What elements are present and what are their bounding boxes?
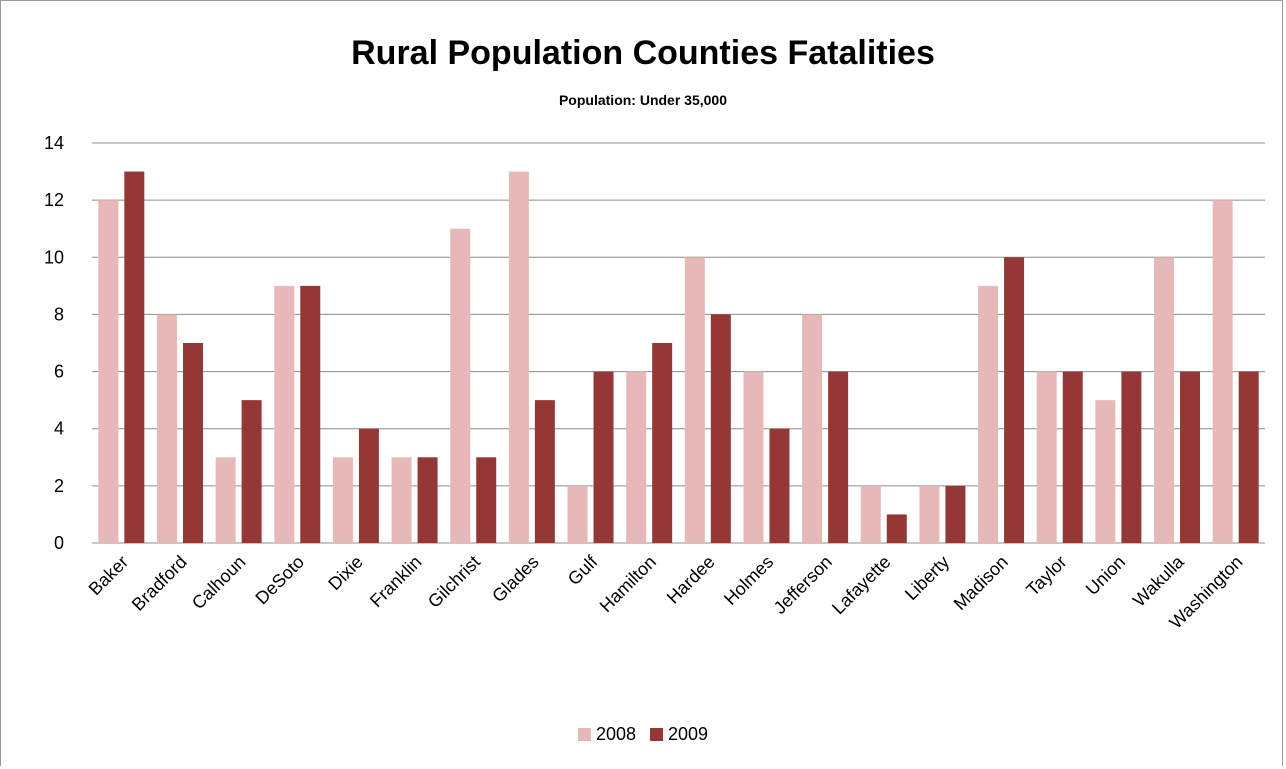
bar-2008-franklin bbox=[391, 457, 412, 543]
x-tick-label: Holmes bbox=[720, 552, 777, 609]
bar-2009-gulf bbox=[593, 371, 614, 543]
y-tick-label: 8 bbox=[54, 304, 64, 324]
bar-2009-hamilton bbox=[652, 343, 673, 543]
bar-2009-wakulla bbox=[1180, 371, 1201, 543]
y-tick-label: 2 bbox=[54, 476, 64, 496]
bar-2008-dixie bbox=[332, 457, 353, 543]
bar-2009-lafayette bbox=[886, 514, 907, 543]
bar-2008-calhoun bbox=[215, 457, 236, 543]
x-tick-label: Franklin bbox=[366, 552, 425, 611]
bar-2009-gilchrist bbox=[476, 457, 497, 543]
bar-2009-washington bbox=[1238, 371, 1259, 543]
y-tick-label: 10 bbox=[44, 247, 64, 267]
bar-2008-holmes bbox=[743, 371, 764, 543]
legend-item-2008: 2008 bbox=[577, 724, 636, 745]
bar-2009-hardee bbox=[710, 314, 731, 543]
bar-2009-glades bbox=[534, 400, 555, 543]
x-tick-label: Baker bbox=[85, 552, 132, 599]
y-tick-label: 4 bbox=[54, 419, 64, 439]
x-tick-label: Gilchrist bbox=[424, 552, 484, 612]
y-tick-label: 12 bbox=[44, 190, 64, 210]
bar-2008-hamilton bbox=[626, 371, 647, 543]
x-tick-label: Dixie bbox=[324, 552, 366, 594]
legend-swatch-2008 bbox=[577, 728, 591, 741]
bar-2008-union bbox=[1095, 400, 1116, 543]
bar-2008-taylor bbox=[1036, 371, 1057, 543]
bar-2008-liberty bbox=[919, 485, 940, 543]
bar-2008-gilchrist bbox=[450, 228, 471, 543]
bar-2008-lafayette bbox=[860, 485, 881, 543]
bar-2009-holmes bbox=[769, 428, 790, 543]
x-tick-label: Hamilton bbox=[596, 552, 660, 616]
bar-2008-bradford bbox=[156, 314, 177, 543]
x-tick-label: Taylor bbox=[1022, 552, 1070, 600]
bar-2008-washington bbox=[1212, 200, 1233, 543]
x-tick-label: Jefferson bbox=[770, 552, 836, 618]
bar-2009-madison bbox=[1004, 257, 1025, 543]
x-tick-label: Calhoun bbox=[188, 552, 250, 614]
x-tick-label: Glades bbox=[488, 552, 542, 606]
bar-2009-calhoun bbox=[241, 400, 262, 543]
bar-2009-bradford bbox=[182, 343, 203, 543]
x-tick-label: Gulf bbox=[564, 551, 602, 589]
y-tick-label: 0 bbox=[54, 533, 64, 553]
legend: 2008 2009 bbox=[0, 724, 1286, 745]
legend-label-2008: 2008 bbox=[595, 724, 636, 744]
bar-2008-gulf bbox=[567, 485, 588, 543]
bar-2008-madison bbox=[978, 285, 999, 543]
y-tick-label: 14 bbox=[44, 133, 64, 153]
bar-2009-desoto bbox=[300, 285, 321, 543]
bar-2009-union bbox=[1121, 371, 1142, 543]
bar-2008-wakulla bbox=[1154, 257, 1175, 543]
x-tick-label: Union bbox=[1082, 552, 1129, 599]
chart-subtitle: Population: Under 35,000 bbox=[558, 92, 728, 108]
legend-label-2009: 2009 bbox=[668, 724, 709, 744]
x-tick-label: Wakulla bbox=[1129, 551, 1189, 611]
bar-2008-baker bbox=[98, 200, 119, 543]
x-tick-label: Liberty bbox=[901, 552, 953, 604]
x-tick-label: Bradford bbox=[128, 552, 191, 615]
bar-2009-liberty bbox=[945, 485, 966, 543]
bar-2009-dixie bbox=[358, 428, 379, 543]
chart-title: Rural Population Counties Fatalities bbox=[351, 34, 935, 72]
bar-2008-jefferson bbox=[802, 314, 823, 543]
bar-2009-franklin bbox=[417, 457, 438, 543]
x-tick-label: Lafayette bbox=[828, 552, 895, 619]
y-tick-label: 6 bbox=[54, 362, 64, 382]
bar-2009-jefferson bbox=[828, 371, 849, 543]
bar-2009-taylor bbox=[1062, 371, 1083, 543]
bar-2008-glades bbox=[508, 171, 529, 544]
x-tick-label: DeSoto bbox=[252, 552, 309, 609]
x-tick-label: Hardee bbox=[663, 552, 719, 608]
legend-swatch-2009 bbox=[650, 728, 663, 741]
bar-2008-desoto bbox=[274, 285, 295, 543]
bar-2009-baker bbox=[124, 171, 145, 544]
x-tick-label: Madison bbox=[950, 552, 1012, 614]
bar-2008-hardee bbox=[684, 257, 705, 543]
legend-item-2009: 2009 bbox=[650, 724, 708, 745]
